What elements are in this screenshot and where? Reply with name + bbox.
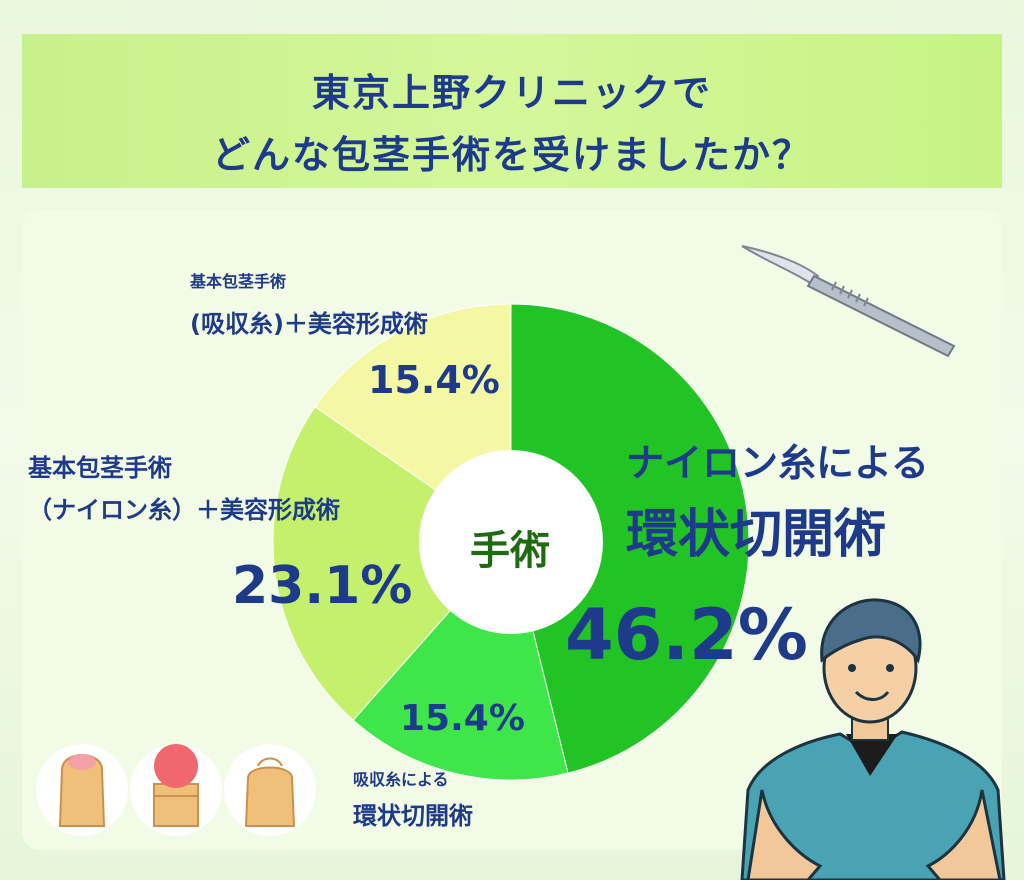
- illustration-icon-2: [130, 744, 222, 836]
- slice-1-label-line2: 環状切開術: [626, 505, 887, 565]
- scalpel-icon: [741, 245, 956, 358]
- illustration-icon-1: [36, 744, 128, 836]
- slice-4-label-line1: 基本包茎手術: [190, 272, 287, 291]
- pie-slice-1: [510, 303, 750, 774]
- slice-1-label-line1: ナイロン糸による: [626, 441, 929, 485]
- pie-center-hole: [419, 450, 603, 634]
- doctor-icon: [740, 598, 1006, 880]
- slice-2-value: 15.4%: [400, 698, 525, 739]
- pie-center-label: 手術: [470, 528, 550, 574]
- slice-3-label-line1: 基本包茎手術: [28, 454, 172, 482]
- slice-1-value: 46.2%: [565, 594, 808, 676]
- slice-2-label-line1: 吸収糸による: [353, 770, 449, 789]
- title-line-1: 東京上野クリニックで: [311, 71, 712, 115]
- slice-3-value: 23.1%: [232, 556, 413, 616]
- title-line-2: どんな包茎手術を受けましたか？: [211, 133, 812, 177]
- slice-2-label-line2: 環状切開術: [353, 802, 473, 830]
- slice-4-value: 15.4%: [368, 358, 500, 402]
- title-banner: 東京上野クリニックで どんな包茎手術を受けましたか？: [22, 34, 1002, 188]
- slice-3-label-line2: （ナイロン糸）＋美容形成術: [28, 496, 340, 524]
- illustration-icon-3: [224, 744, 316, 836]
- pie-slice-3: [272, 406, 512, 721]
- slice-4-label-line2: (吸収糸)＋美容形成術: [190, 310, 428, 338]
